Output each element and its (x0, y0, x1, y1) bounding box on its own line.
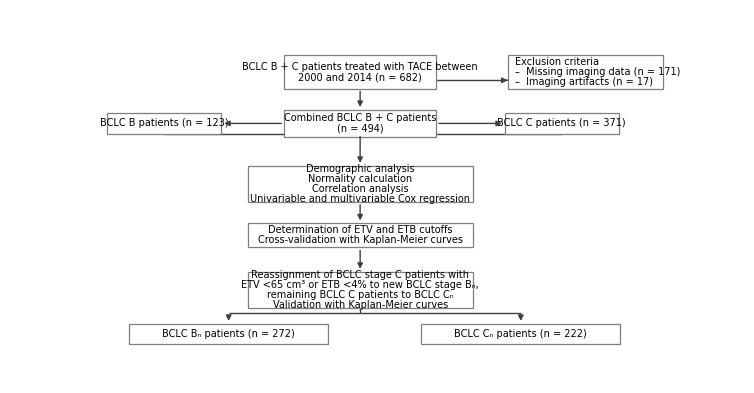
Text: –  Missing imaging data (n = 171): – Missing imaging data (n = 171) (515, 67, 680, 77)
Text: Cross-validation with Kaplan-Meier curves: Cross-validation with Kaplan-Meier curve… (258, 235, 463, 246)
Text: BCLC Bₙ patients (n = 272): BCLC Bₙ patients (n = 272) (162, 329, 295, 339)
Text: Determination of ETV and ETB cutoffs: Determination of ETV and ETB cutoffs (268, 225, 452, 235)
FancyBboxPatch shape (247, 166, 473, 202)
Text: (n = 494): (n = 494) (337, 123, 384, 134)
Text: remaining BCLC C patients to BCLC Cₙ: remaining BCLC C patients to BCLC Cₙ (267, 290, 453, 300)
FancyBboxPatch shape (247, 223, 473, 248)
Text: BCLC C patients (n = 371): BCLC C patients (n = 371) (498, 118, 626, 129)
Text: BCLC B + C patients treated with TACE between: BCLC B + C patients treated with TACE be… (242, 62, 478, 72)
Text: BCLC B patients (n = 123): BCLC B patients (n = 123) (100, 118, 228, 129)
FancyBboxPatch shape (421, 324, 620, 344)
Text: –  Imaging artifacts (n = 17): – Imaging artifacts (n = 17) (515, 77, 653, 87)
FancyBboxPatch shape (507, 55, 663, 88)
Text: Univariable and multivariable Cox regression: Univariable and multivariable Cox regres… (250, 194, 470, 204)
FancyBboxPatch shape (284, 110, 436, 137)
FancyBboxPatch shape (284, 55, 436, 88)
Text: 2000 and 2014 (n = 682): 2000 and 2014 (n = 682) (299, 72, 422, 82)
Text: Correlation analysis: Correlation analysis (312, 184, 409, 194)
Text: Combined BCLC B + C patients: Combined BCLC B + C patients (284, 113, 437, 123)
Text: Normality calculation: Normality calculation (308, 174, 412, 184)
Text: Validation with Kaplan-Meier curves: Validation with Kaplan-Meier curves (272, 300, 448, 310)
FancyBboxPatch shape (130, 324, 328, 344)
FancyBboxPatch shape (107, 113, 222, 134)
Text: ETV <65 cm³ or ETB <4% to new BCLC stage Bₙ,: ETV <65 cm³ or ETB <4% to new BCLC stage… (241, 280, 479, 290)
Text: BCLC Cₙ patients (n = 222): BCLC Cₙ patients (n = 222) (455, 329, 587, 339)
Text: Demographic analysis: Demographic analysis (306, 164, 415, 174)
FancyBboxPatch shape (504, 113, 619, 134)
Text: Reassignment of BCLC stage C patients with: Reassignment of BCLC stage C patients wi… (251, 270, 469, 279)
Text: Exclusion criteria: Exclusion criteria (515, 57, 599, 67)
FancyBboxPatch shape (247, 272, 473, 308)
